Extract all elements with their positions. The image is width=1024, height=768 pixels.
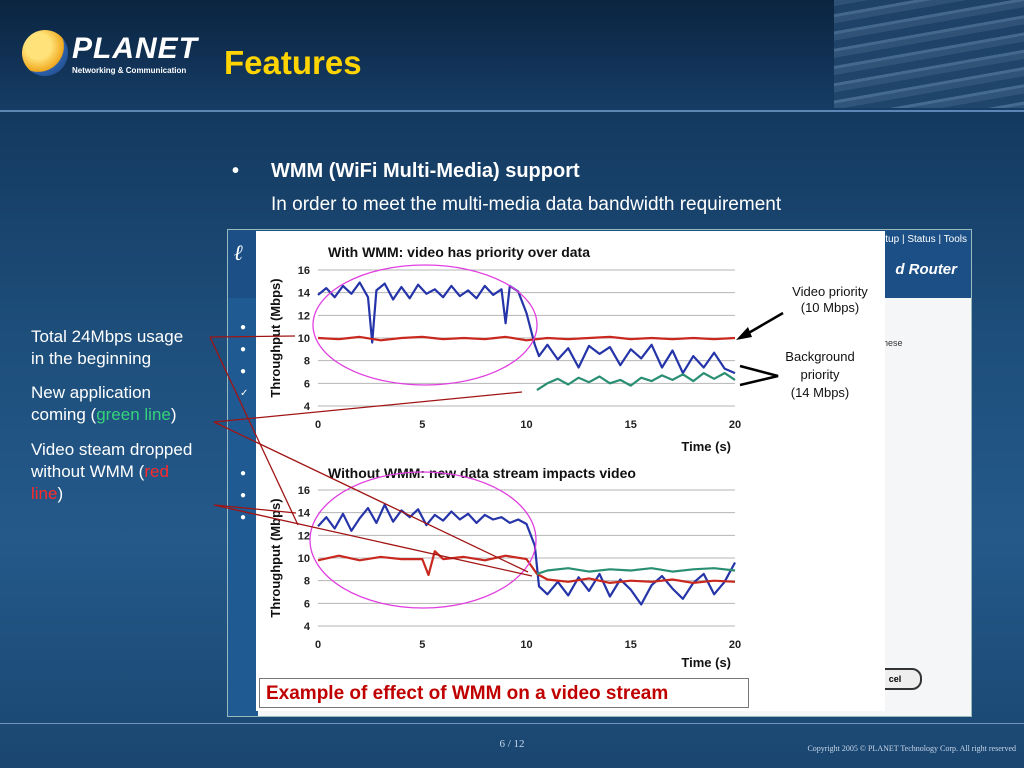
note-line: in the beginning: [31, 349, 152, 368]
logo-subtitle: Networking & Communication: [72, 66, 187, 75]
sidebar-item: ●: [240, 512, 247, 523]
slide-title: Features: [224, 44, 362, 81]
data-stream-line: [317, 550, 736, 585]
note-text: without WMM (: [31, 462, 145, 481]
page-number: 6 / 12: [499, 738, 525, 750]
note-green-text: green line: [96, 405, 171, 424]
figure-caption: Example of effect of WMM on a video stre…: [259, 678, 749, 708]
note-text: ): [57, 484, 64, 503]
router-nav: tup | Status | Tools: [885, 234, 967, 245]
y-tick-label: 16: [298, 485, 310, 497]
x-axis-label: Time (s): [681, 655, 731, 670]
x-tick-label: 5: [419, 639, 425, 651]
sidebar-item: ●: [240, 468, 247, 479]
y-tick-label: 8: [304, 356, 310, 368]
note-video-dropped: Video steam dropped without WMM (red lin…: [31, 439, 192, 505]
note-line: New application: [31, 383, 152, 402]
y-tick-label: 16: [298, 265, 310, 277]
planet-globe-icon: [22, 30, 68, 76]
x-tick-label: 10: [520, 419, 532, 431]
annotation-background-priority: Background priority (14 Mbps): [785, 349, 854, 400]
y-tick-label: 6: [304, 378, 310, 390]
bullet-subheading: In order to meet the multi-media data ba…: [271, 194, 782, 215]
highlight-ellipse: [309, 471, 537, 609]
footer-divider: [0, 723, 1024, 724]
callout-line: [213, 391, 523, 423]
y-tick-label: 14: [298, 288, 311, 300]
annotation-video-priority: Video priority (10 Mbps): [792, 284, 868, 315]
y-tick-label: 8: [304, 576, 310, 588]
planet-logo: PLANET Networking & Communication: [22, 30, 197, 80]
note-total-usage: Total 24Mbps usage in the beginning: [31, 326, 183, 370]
note-line: coming (green line): [31, 404, 177, 426]
y-tick-label: 12: [298, 530, 310, 542]
callout-line: [213, 504, 297, 514]
arrow-background: [739, 364, 779, 387]
router-title: d Router: [895, 261, 957, 278]
y-axis-label: Throughput (Mbps): [268, 278, 283, 397]
x-tick-label: 15: [625, 639, 637, 651]
y-tick-label: 4: [304, 401, 311, 413]
callout-line: [213, 421, 529, 573]
sidebar-item: ✓: [240, 388, 249, 399]
note-line: Total 24Mbps usage: [31, 327, 184, 346]
x-axis-label: Time (s): [681, 439, 731, 454]
video-stream-line: [317, 503, 736, 606]
data-stream-line: [317, 335, 736, 342]
x-tick-label: 15: [625, 419, 637, 431]
y-tick-label: 12: [298, 310, 310, 322]
sidebar-item: ●: [240, 344, 247, 355]
x-tick-label: 5: [419, 419, 425, 431]
note-red-text: line: [31, 484, 58, 503]
logo-word: PLANET: [72, 32, 198, 65]
sidebar-item: ●: [240, 322, 247, 333]
y-tick-label: 10: [298, 553, 310, 565]
callout-line: [213, 504, 533, 577]
note-text: coming (: [31, 405, 97, 424]
y-tick-label: 6: [304, 598, 310, 610]
chart-title: Without WMM: new data stream impacts vid…: [328, 465, 636, 481]
x-tick-label: 0: [315, 639, 321, 651]
note-line: line): [31, 483, 192, 505]
highlight-ellipse: [312, 264, 538, 386]
new-app-line: [536, 567, 736, 575]
chart-title: With WMM: video has priority over data: [328, 244, 590, 260]
note-text: ): [170, 405, 177, 424]
bullet-marker: •: [232, 160, 240, 182]
y-tick-label: 10: [298, 333, 310, 345]
router-logo-icon: ℓ: [234, 240, 244, 266]
sidebar-item: ●: [240, 366, 247, 377]
new-app-line: [536, 372, 736, 392]
arrowhead-video: [736, 327, 752, 340]
y-axis-label: Throughput (Mbps): [268, 498, 283, 617]
callout-line: [209, 336, 299, 526]
copyright: Copyright 2005 © PLANET Technology Corp.…: [807, 744, 1016, 753]
sidebar-item: ●: [240, 490, 247, 501]
router-body-text: hese: [883, 338, 903, 348]
note-line: Video steam dropped: [31, 440, 193, 459]
note-line: without WMM (red: [31, 461, 192, 483]
y-tick-label: 14: [298, 508, 311, 520]
callout-line: [209, 335, 296, 338]
chart-panel: [256, 231, 885, 711]
video-stream-line: [317, 281, 736, 375]
x-tick-label: 10: [520, 639, 532, 651]
note-red-text: red: [144, 462, 169, 481]
x-tick-label: 0: [315, 419, 321, 431]
x-tick-label: 20: [729, 639, 741, 651]
x-tick-label: 20: [729, 419, 741, 431]
note-new-application: New application coming (green line): [31, 382, 177, 426]
y-tick-label: 4: [304, 621, 311, 633]
bullet-heading: WMM (WiFi Multi-Media) support: [271, 160, 580, 182]
switch-rack-image: [834, 0, 1024, 108]
